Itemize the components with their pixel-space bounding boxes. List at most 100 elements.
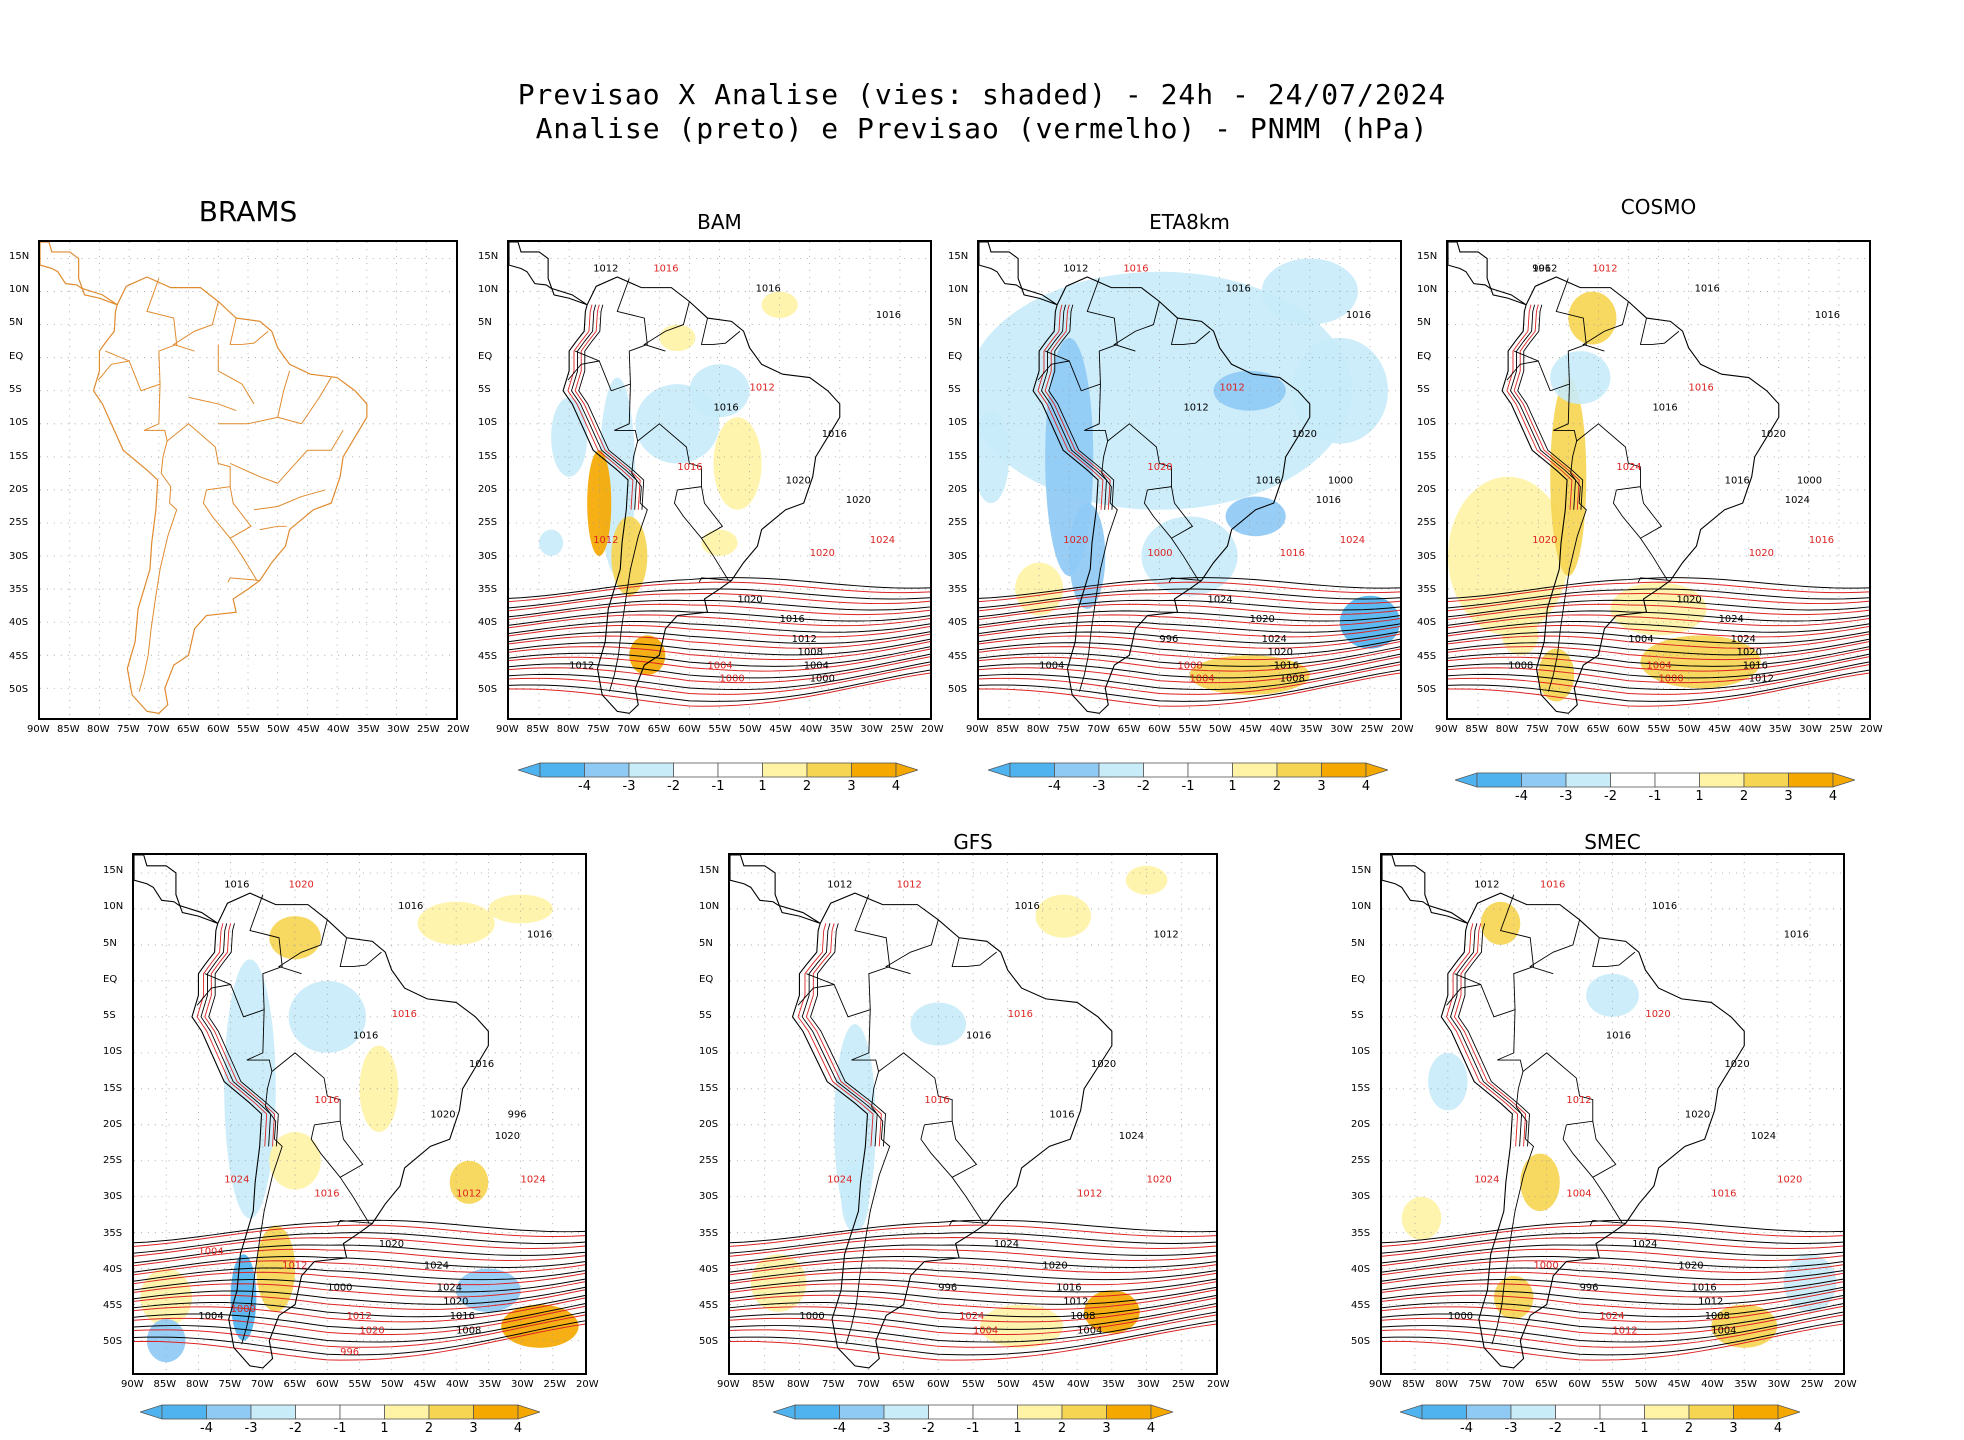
lon-tick-label: 20W xyxy=(576,1379,599,1390)
analysis-label: 1000 xyxy=(799,1311,824,1322)
forecast-label: 1016 xyxy=(924,1095,949,1106)
forecast-isobar xyxy=(730,1297,1216,1323)
lat-tick-label: 35S xyxy=(9,584,29,595)
lon-tick-label: 60W xyxy=(207,724,230,735)
forecast-label: 1012 xyxy=(1220,383,1245,394)
analysis-label: 1016 xyxy=(822,429,847,440)
lat-tick-label: 15N xyxy=(948,250,969,262)
border-line xyxy=(246,1009,277,1140)
map-gfs: 1012 1016 1012 1016 1016 1020 1024 1024 1020 1016… xyxy=(728,853,1218,1375)
analysis-isobar xyxy=(1382,1295,1843,1318)
analysis-isobar xyxy=(200,923,272,1147)
lat-tick-label: EQ xyxy=(9,350,24,362)
forecast-isobar xyxy=(1382,1297,1843,1323)
colorbar-segment xyxy=(1654,772,1700,788)
analysis-isobar xyxy=(1448,638,1869,656)
bias-shade xyxy=(1401,1196,1442,1240)
border-line xyxy=(701,537,729,581)
lon-tick-label: 65W xyxy=(647,724,671,735)
coastline xyxy=(1382,855,1468,924)
forecast-isobar xyxy=(509,614,930,629)
coastline xyxy=(509,242,588,306)
analysis-label: 1016 xyxy=(756,284,781,295)
forecast-isobar xyxy=(196,923,268,1147)
lat-tick-label: 25S xyxy=(478,517,498,529)
forecast-label: 1016 xyxy=(1809,535,1834,546)
lat-tick-label: 15S xyxy=(948,450,968,462)
border-line xyxy=(1562,1120,1617,1178)
forecast-isobar xyxy=(1448,581,1869,603)
bias-shade xyxy=(1783,1254,1837,1312)
colorbar-label: -4 xyxy=(1460,1421,1473,1436)
colorbar-segment xyxy=(1510,1404,1556,1420)
lat-tick-label: 45S xyxy=(948,650,968,662)
lat-tick-label: EQ xyxy=(1351,973,1366,985)
lon-tick-label: 65W xyxy=(283,1379,307,1390)
border-line xyxy=(878,1052,953,1122)
forecast-label: 1004 xyxy=(1566,1189,1591,1200)
forecast-isobar xyxy=(730,1248,1216,1267)
colorbar-segment xyxy=(539,762,585,778)
lat-tick-label: 20S xyxy=(103,1118,123,1130)
lat-tick-label: 15S xyxy=(699,1082,719,1094)
colorbar-segment xyxy=(1061,1404,1107,1420)
forecast-isobar xyxy=(1448,672,1869,707)
map-brams xyxy=(38,240,458,720)
forecast-isobar xyxy=(134,1237,585,1257)
analysis-label: 996 xyxy=(1532,264,1551,275)
bias-shade xyxy=(1538,648,1575,702)
colorbar-segment xyxy=(851,762,897,778)
lat-tick-label: 40S xyxy=(699,1263,719,1275)
analysis-label: 1020 xyxy=(430,1110,455,1121)
forecast-label: 1024 xyxy=(959,1311,984,1322)
forecast-label: 1016 xyxy=(1008,1009,1033,1020)
lat-tick-label: 50S xyxy=(948,684,968,695)
analysis-isobar xyxy=(571,304,637,510)
map-canvas: 1012 1016 1016 1016 1016 1020 1024 1020 1024 1024… xyxy=(1448,242,1869,718)
colorbar-segment xyxy=(1098,762,1144,778)
border-line xyxy=(301,377,332,425)
analysis-label: 996 xyxy=(508,1110,527,1121)
colorbar-label: 1 xyxy=(1695,789,1704,804)
analysis-label: 1024 xyxy=(424,1261,449,1272)
lon-tick-label: 90W xyxy=(121,1379,144,1390)
forecast-label: 1020 xyxy=(1777,1174,1802,1185)
lon-tick-label: 75W xyxy=(822,1379,845,1390)
analysis-isobar xyxy=(1450,923,1523,1147)
forecast-isobar xyxy=(1448,656,1869,684)
analysis-label: 1012 xyxy=(1063,264,1088,275)
analysis-label: 1016 xyxy=(1725,475,1750,486)
border-line xyxy=(339,1177,370,1224)
colorbar-segment xyxy=(1017,1404,1063,1420)
lat-tick-label: 5S xyxy=(9,384,22,395)
coastline xyxy=(134,855,219,924)
lon-tick-label: 90W xyxy=(27,724,50,735)
analysis-label: 1004 xyxy=(1711,1325,1736,1336)
colorbar-segment xyxy=(1699,772,1745,788)
bias-shade xyxy=(910,1002,967,1046)
forecast-label: 1020 xyxy=(810,548,835,559)
lon-tick-label: 75W xyxy=(1468,1379,1492,1390)
analysis-label: 1008 xyxy=(1705,1311,1730,1322)
analysis-isobar xyxy=(134,1303,585,1330)
colorbar-label: 2 xyxy=(1272,779,1282,794)
colorbar-segment xyxy=(1733,1404,1779,1420)
colorbar-label: -2 xyxy=(922,1421,935,1436)
colorbar xyxy=(988,762,1388,798)
border-line xyxy=(1522,1052,1594,1122)
lat-tick-label: 25S xyxy=(9,517,29,529)
lon-tick-label: 55W xyxy=(237,724,260,735)
colorbar-label: -4 xyxy=(200,1421,213,1436)
border-line xyxy=(1514,278,1587,392)
border-line xyxy=(202,486,252,539)
lon-tick-label: 20W xyxy=(1391,724,1414,735)
colorbar-label: 3 xyxy=(1729,1421,1738,1436)
lon-tick-label: 45W xyxy=(769,724,792,735)
analysis-label: 1016 xyxy=(1274,660,1299,671)
lat-tick-label: 10S xyxy=(699,1046,719,1058)
lat-tick-label: 40S xyxy=(9,617,29,629)
lon-tick-label: 55W xyxy=(1647,724,1671,735)
forecast-isobar xyxy=(1382,1305,1843,1335)
bias-shade xyxy=(417,901,495,945)
lon-tick-label: 50W xyxy=(1208,724,1232,735)
